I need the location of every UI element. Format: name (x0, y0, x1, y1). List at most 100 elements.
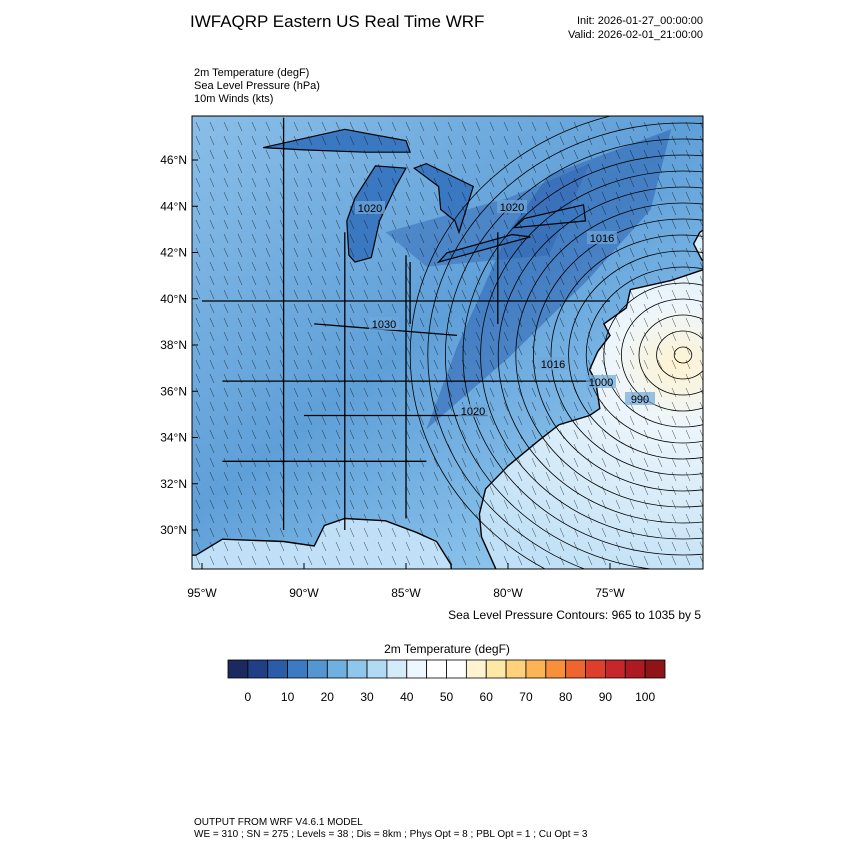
wind-barb (279, 219, 285, 230)
wind-barb (531, 233, 537, 244)
wind-barb (349, 191, 355, 202)
colorbar-box (545, 659, 567, 679)
wind-barb (573, 401, 579, 412)
wind-barb (405, 261, 411, 272)
wind-barb (475, 163, 481, 174)
wind-barb (433, 317, 439, 328)
wind-barb (699, 261, 703, 270)
wind-barb (461, 527, 467, 538)
pressure-contour (515, 202, 703, 508)
wind-barb (489, 163, 495, 174)
contour-label-box (497, 200, 527, 213)
wind-barb (573, 359, 579, 370)
wind-barb (517, 359, 523, 370)
wind-barb (223, 233, 229, 244)
wind-barb (489, 275, 495, 286)
pressure-contour (656, 330, 703, 380)
wind-barb (391, 485, 397, 496)
wind-barb (629, 527, 635, 538)
wind-barb (279, 233, 285, 244)
pressure-contour (603, 282, 703, 428)
wind-barb (447, 135, 453, 146)
contour-label: 1016 (541, 359, 565, 371)
wind-barb (237, 219, 243, 230)
wind-barb (685, 317, 691, 328)
wind-barb (447, 527, 453, 538)
wind-barb (629, 457, 635, 468)
wind-barb (349, 275, 355, 286)
wind-barb (629, 429, 635, 440)
wind-barb (657, 205, 663, 216)
wind-barb (531, 527, 537, 538)
wind-barb (195, 541, 201, 552)
wind-barb (643, 429, 649, 440)
wind-barb (405, 163, 411, 174)
wind-barb (587, 121, 593, 132)
wind-barb (531, 471, 537, 482)
wind-barb (419, 163, 425, 174)
wind-barb (349, 345, 355, 356)
wind-barb (615, 359, 621, 370)
wind-barb (335, 541, 341, 552)
contour-label: 1020 (358, 203, 382, 215)
wind-barb (321, 289, 327, 300)
wind-barb (475, 289, 481, 300)
lat-label: 44°N (160, 199, 187, 213)
wind-barb (489, 303, 495, 314)
wind-barb (503, 261, 509, 272)
wind-barb (279, 275, 285, 286)
wind-barb (601, 205, 607, 216)
wind-barb (195, 387, 201, 398)
wind-barb (209, 471, 215, 482)
wind-barb (321, 135, 327, 146)
wind-barb (671, 443, 677, 454)
wind-barb (447, 359, 453, 370)
wind-barb (699, 513, 703, 522)
wind-barb (601, 317, 607, 328)
wind-barb (685, 233, 691, 244)
wind-barb (671, 219, 677, 230)
wind-barb (349, 261, 355, 272)
wind-barb (335, 317, 341, 328)
wind-barb (307, 205, 313, 216)
wind-barb (657, 359, 663, 370)
wind-barb (251, 443, 257, 454)
wind-barb (657, 233, 663, 244)
wind-barb (587, 471, 593, 482)
wind-barb (573, 317, 579, 328)
wind-barb (489, 429, 495, 440)
wind-barb (601, 541, 607, 552)
wind-barb (363, 303, 369, 314)
wind-barb (321, 219, 327, 230)
wind-barb (517, 331, 523, 342)
wind-barb (531, 121, 537, 132)
wind-barb (489, 359, 495, 370)
wind-barb (531, 317, 537, 328)
wind-barb (671, 177, 677, 188)
wind-barb (265, 121, 271, 132)
wind-barb (363, 415, 369, 426)
wind-barb (503, 289, 509, 300)
wind-barb (335, 289, 341, 300)
wind-barb (517, 387, 523, 398)
wind-barb (601, 485, 607, 496)
wind-barb (517, 121, 523, 132)
wind-barb (195, 499, 201, 510)
wind-barb (195, 415, 201, 426)
wind-barb (615, 373, 621, 384)
wind-barb (237, 387, 243, 398)
wind-barb (265, 303, 271, 314)
wind-barb (489, 499, 495, 510)
wind-barb (559, 205, 565, 216)
wind-barb (195, 401, 201, 412)
wind-barb (293, 485, 299, 496)
wind-barb (559, 121, 565, 132)
wind-barb (265, 527, 271, 538)
wind-barb (251, 219, 257, 230)
wind-barb (671, 457, 677, 468)
wind-barb (643, 513, 649, 524)
lon-label: 75°W (595, 586, 625, 600)
wind-barb (335, 233, 341, 244)
wind-barb (447, 513, 453, 524)
wind-barb (587, 163, 593, 174)
